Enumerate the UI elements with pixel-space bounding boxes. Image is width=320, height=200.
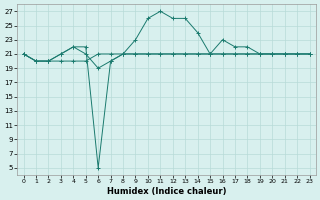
X-axis label: Humidex (Indice chaleur): Humidex (Indice chaleur) (107, 187, 226, 196)
